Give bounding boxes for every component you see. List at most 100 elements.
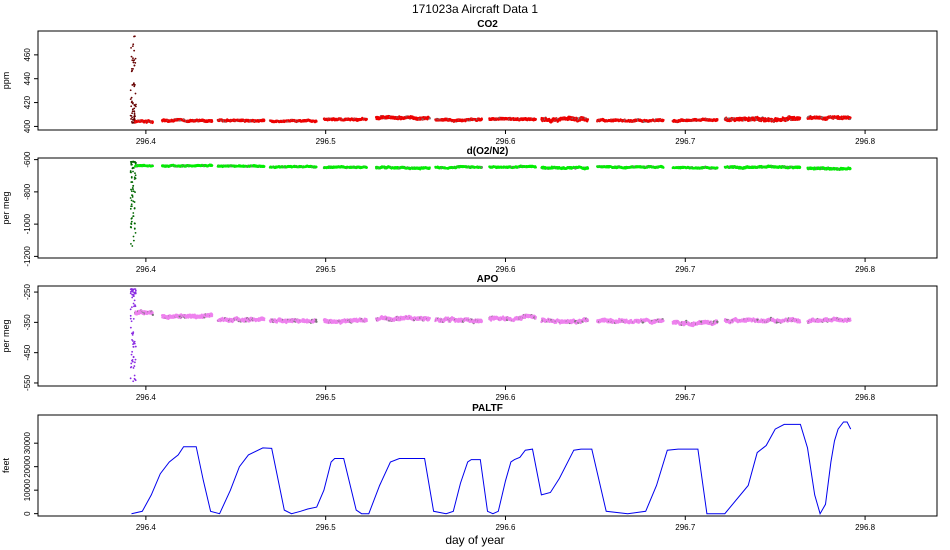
data-point (263, 165, 266, 168)
data-point-early (133, 107, 136, 110)
data-point-early (129, 98, 132, 100)
x-tick-label: 296.7 (675, 137, 696, 146)
data-point-early (132, 212, 135, 214)
data-point-early (133, 103, 136, 106)
data-point-early (130, 96, 133, 99)
data-point-early (130, 46, 132, 49)
data-point-early (130, 181, 133, 183)
data-point (315, 120, 318, 123)
plot-frame (37, 157, 938, 259)
data-point (428, 166, 431, 169)
data-point-early (129, 114, 132, 117)
x-tick-label: 296.8 (855, 265, 876, 274)
data-point (365, 118, 368, 121)
y-tick-label: -600 (23, 151, 32, 168)
data-point-early (134, 92, 137, 95)
data-point-early (130, 67, 133, 70)
data-point-early (133, 35, 136, 38)
y-tick-label: -1000 (23, 213, 32, 234)
data-point-early (133, 227, 136, 230)
data-point-early (131, 121, 134, 124)
data-point-early (134, 172, 136, 175)
data-point-early (133, 201, 136, 203)
data-point (662, 118, 665, 122)
data-point-early (132, 166, 134, 169)
data-point-early (134, 57, 137, 60)
data-point-early (132, 170, 134, 173)
figure-title: 171023a Aircraft Data 1 (412, 2, 538, 16)
data-point (480, 166, 484, 169)
data-point (799, 116, 802, 119)
x-axis-label: day of year (445, 533, 504, 547)
data-point (211, 164, 214, 167)
y-tick-label: 420 (23, 95, 32, 109)
data-point-early (131, 69, 134, 72)
x-tick-label: 296.4 (136, 265, 157, 274)
data-point-early (131, 45, 134, 48)
data-point-early (132, 57, 134, 60)
x-tick-label: 296.6 (495, 137, 516, 146)
data-point-early (130, 105, 133, 108)
y-axis-label: per meg (1, 191, 11, 224)
data-point-early (132, 61, 135, 64)
data-point-early (131, 112, 134, 115)
data-point (849, 116, 852, 119)
y-tick-label: -800 (23, 183, 32, 200)
y-tick-label: 460 (23, 48, 32, 62)
data-point-early (131, 110, 134, 113)
data-point-early (131, 59, 134, 62)
data-point-early (132, 215, 135, 218)
data-point (211, 120, 214, 123)
panel-title: CO2 (477, 19, 498, 30)
data-point-early (132, 59, 135, 62)
data-point (428, 117, 431, 120)
data-point-early (132, 235, 135, 238)
x-tick-label: 296.7 (675, 265, 696, 274)
data-point-early (130, 220, 133, 223)
data-point-early (133, 222, 136, 225)
data-point (534, 118, 537, 121)
x-tick-label: 296.4 (136, 137, 157, 146)
data-point (151, 121, 154, 124)
panel-1: d(O2/N2) per meg -600 -800 -1000 -1200 296.4 29… (1, 146, 938, 274)
data-point-early (130, 223, 133, 226)
panel-title: d(O2/N2) (467, 146, 509, 157)
data-point-early (130, 203, 133, 206)
data-point-early (132, 119, 135, 121)
data-point-early (131, 116, 134, 119)
y-tick-label: -1200 (23, 246, 32, 267)
x-tick-label: 296.5 (316, 137, 337, 146)
x-tick-label: 296.6 (495, 265, 516, 274)
data-point-early (130, 217, 133, 220)
data-point-early (132, 190, 135, 193)
data-point-early (133, 49, 136, 52)
y-tick-label: 400 (23, 119, 32, 133)
data-point-early (130, 190, 133, 193)
data-point-early (130, 160, 133, 163)
x-tick-label: 296.8 (855, 137, 876, 146)
data-point-early (135, 103, 137, 106)
plot-frame (37, 30, 938, 131)
data-point-early (129, 197, 132, 199)
data-point-early (130, 176, 133, 179)
data-point-early (134, 174, 137, 177)
data-point-early (132, 188, 134, 191)
data-point-early (133, 64, 136, 67)
y-tick-label: 440 (23, 71, 32, 85)
data-point-early (134, 231, 137, 234)
data-point-early (133, 85, 136, 88)
data-point-early (133, 117, 136, 120)
data-point-early (132, 239, 135, 242)
data-point-early (132, 43, 135, 46)
data-point-early (130, 205, 133, 208)
data-point-early (133, 207, 136, 209)
data-point-early (130, 55, 133, 58)
data-point-early (130, 171, 132, 174)
data-point-early (132, 184, 135, 187)
data-point (480, 118, 484, 121)
data-point-early (130, 199, 133, 202)
data-point-early (133, 112, 136, 115)
data-point-early (132, 102, 134, 104)
